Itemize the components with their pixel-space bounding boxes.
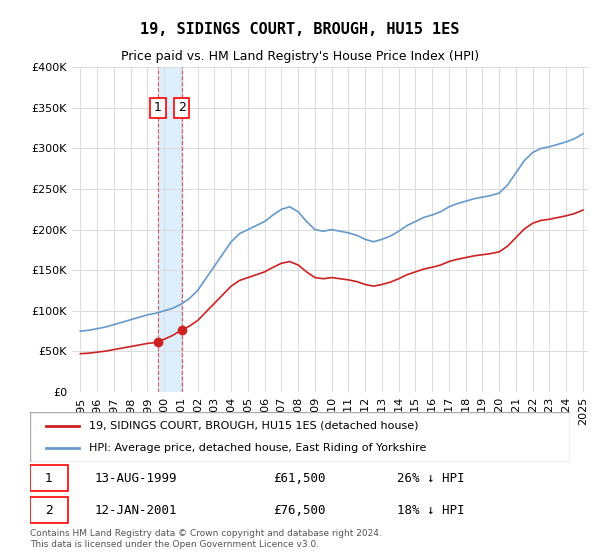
Text: 1: 1	[154, 101, 162, 114]
Text: HPI: Average price, detached house, East Riding of Yorkshire: HPI: Average price, detached house, East…	[89, 443, 427, 453]
FancyBboxPatch shape	[30, 497, 68, 523]
Text: 2: 2	[178, 101, 185, 114]
Text: £61,500: £61,500	[273, 472, 325, 484]
Text: 19, SIDINGS COURT, BROUGH, HU15 1ES: 19, SIDINGS COURT, BROUGH, HU15 1ES	[140, 22, 460, 38]
FancyBboxPatch shape	[30, 465, 68, 491]
Text: 18% ↓ HPI: 18% ↓ HPI	[397, 504, 465, 517]
Text: 19, SIDINGS COURT, BROUGH, HU15 1ES (detached house): 19, SIDINGS COURT, BROUGH, HU15 1ES (det…	[89, 421, 419, 431]
Text: 1: 1	[45, 472, 53, 484]
Text: 2: 2	[45, 504, 53, 517]
FancyBboxPatch shape	[30, 412, 570, 462]
Text: 12-JAN-2001: 12-JAN-2001	[95, 504, 178, 517]
Text: 26% ↓ HPI: 26% ↓ HPI	[397, 472, 465, 484]
Bar	[158, 67, 182, 392]
Text: 13-AUG-1999: 13-AUG-1999	[95, 472, 178, 484]
Text: Contains HM Land Registry data © Crown copyright and database right 2024.
This d: Contains HM Land Registry data © Crown c…	[30, 529, 382, 549]
Text: Price paid vs. HM Land Registry's House Price Index (HPI): Price paid vs. HM Land Registry's House …	[121, 50, 479, 63]
Text: £76,500: £76,500	[273, 504, 325, 517]
